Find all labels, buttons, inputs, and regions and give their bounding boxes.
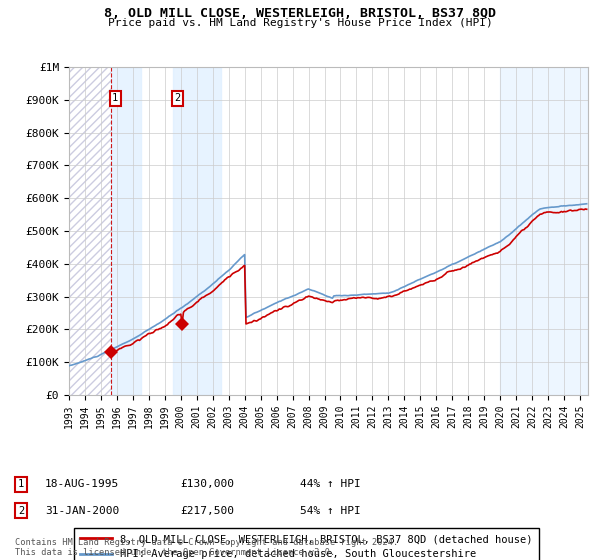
Text: Price paid vs. HM Land Registry's House Price Index (HPI): Price paid vs. HM Land Registry's House … <box>107 18 493 28</box>
Text: 8, OLD MILL CLOSE, WESTERLEIGH, BRISTOL, BS37 8QD: 8, OLD MILL CLOSE, WESTERLEIGH, BRISTOL,… <box>104 7 496 20</box>
Text: 44% ↑ HPI: 44% ↑ HPI <box>300 479 361 489</box>
Text: 31-JAN-2000: 31-JAN-2000 <box>45 506 119 516</box>
Bar <box>111 67 141 395</box>
Text: 54% ↑ HPI: 54% ↑ HPI <box>300 506 361 516</box>
Text: 1: 1 <box>18 479 24 489</box>
Text: 2: 2 <box>175 94 181 104</box>
Bar <box>69 67 111 395</box>
Text: £217,500: £217,500 <box>180 506 234 516</box>
Bar <box>69 67 111 395</box>
Legend: 8, OLD MILL CLOSE, WESTERLEIGH, BRISTOL, BS37 8QD (detached house), HPI: Average: 8, OLD MILL CLOSE, WESTERLEIGH, BRISTOL,… <box>74 528 539 560</box>
Bar <box>173 67 221 395</box>
Text: 1: 1 <box>112 94 118 104</box>
Bar <box>500 67 588 395</box>
Text: £130,000: £130,000 <box>180 479 234 489</box>
Text: 2: 2 <box>18 506 24 516</box>
Text: 18-AUG-1995: 18-AUG-1995 <box>45 479 119 489</box>
Text: Contains HM Land Registry data © Crown copyright and database right 2024.
This d: Contains HM Land Registry data © Crown c… <box>15 538 398 557</box>
